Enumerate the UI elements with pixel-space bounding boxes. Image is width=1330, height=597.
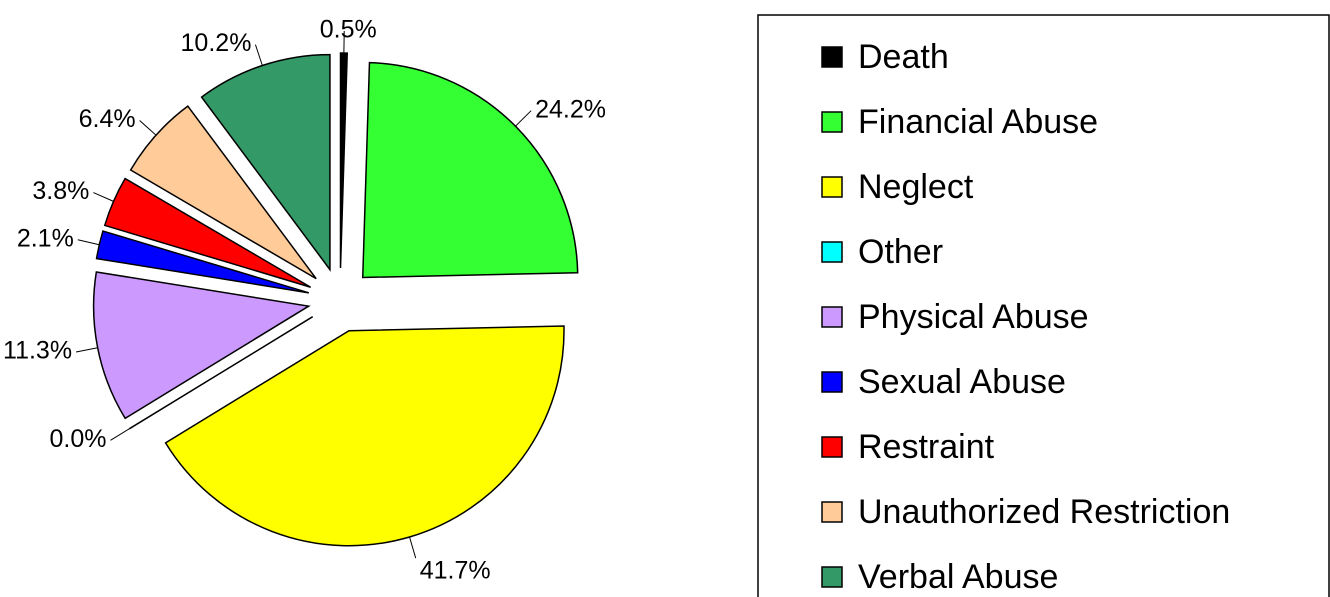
data-label: 6.4% [79, 105, 136, 133]
data-label: 24.2% [535, 95, 606, 123]
data-label: 11.3% [3, 337, 72, 365]
legend-label: Verbal Abuse [858, 558, 1058, 596]
data-label: 3.8% [32, 177, 89, 205]
data-label: 41.7% [420, 557, 491, 585]
leader-line [75, 347, 98, 353]
legend-swatch [821, 566, 843, 588]
leader-line [515, 110, 532, 127]
leader-line [93, 192, 114, 202]
legend-swatch [821, 436, 843, 458]
legend-label: Other [858, 233, 943, 271]
legend-swatch [821, 46, 843, 68]
legend-label: Financial Abuse [858, 103, 1098, 141]
legend-label: Restraint [858, 428, 995, 466]
data-label: 0.0% [50, 425, 107, 453]
pie-slice [200, 53, 331, 272]
data-label: 2.1% [17, 224, 74, 252]
pie-slice [103, 177, 312, 288]
leader-line [77, 239, 100, 246]
legend-label: Death [858, 38, 949, 76]
leader-line [409, 536, 417, 559]
legend-label: Neglect [858, 168, 974, 206]
legend-swatch [821, 371, 843, 393]
leader-line [254, 44, 263, 66]
pie-slice [92, 271, 311, 420]
pie-slice [339, 52, 349, 269]
legend-swatch [821, 176, 843, 198]
pie-slice [164, 325, 565, 547]
legend-label: Physical Abuse [858, 298, 1089, 336]
legend-swatch [821, 501, 843, 523]
pie-slice [361, 61, 579, 279]
legend-swatch [821, 306, 843, 328]
legend-swatch [821, 241, 843, 263]
data-label: 0.5% [320, 16, 377, 44]
legend-box [757, 14, 1330, 597]
leader-line [139, 120, 157, 136]
legend-label: Unauthorized Restriction [858, 493, 1230, 531]
data-label: 10.2% [181, 29, 252, 57]
legend-label: Sexual Abuse [858, 363, 1066, 401]
leader-line [110, 428, 130, 441]
legend-swatch [821, 111, 843, 133]
